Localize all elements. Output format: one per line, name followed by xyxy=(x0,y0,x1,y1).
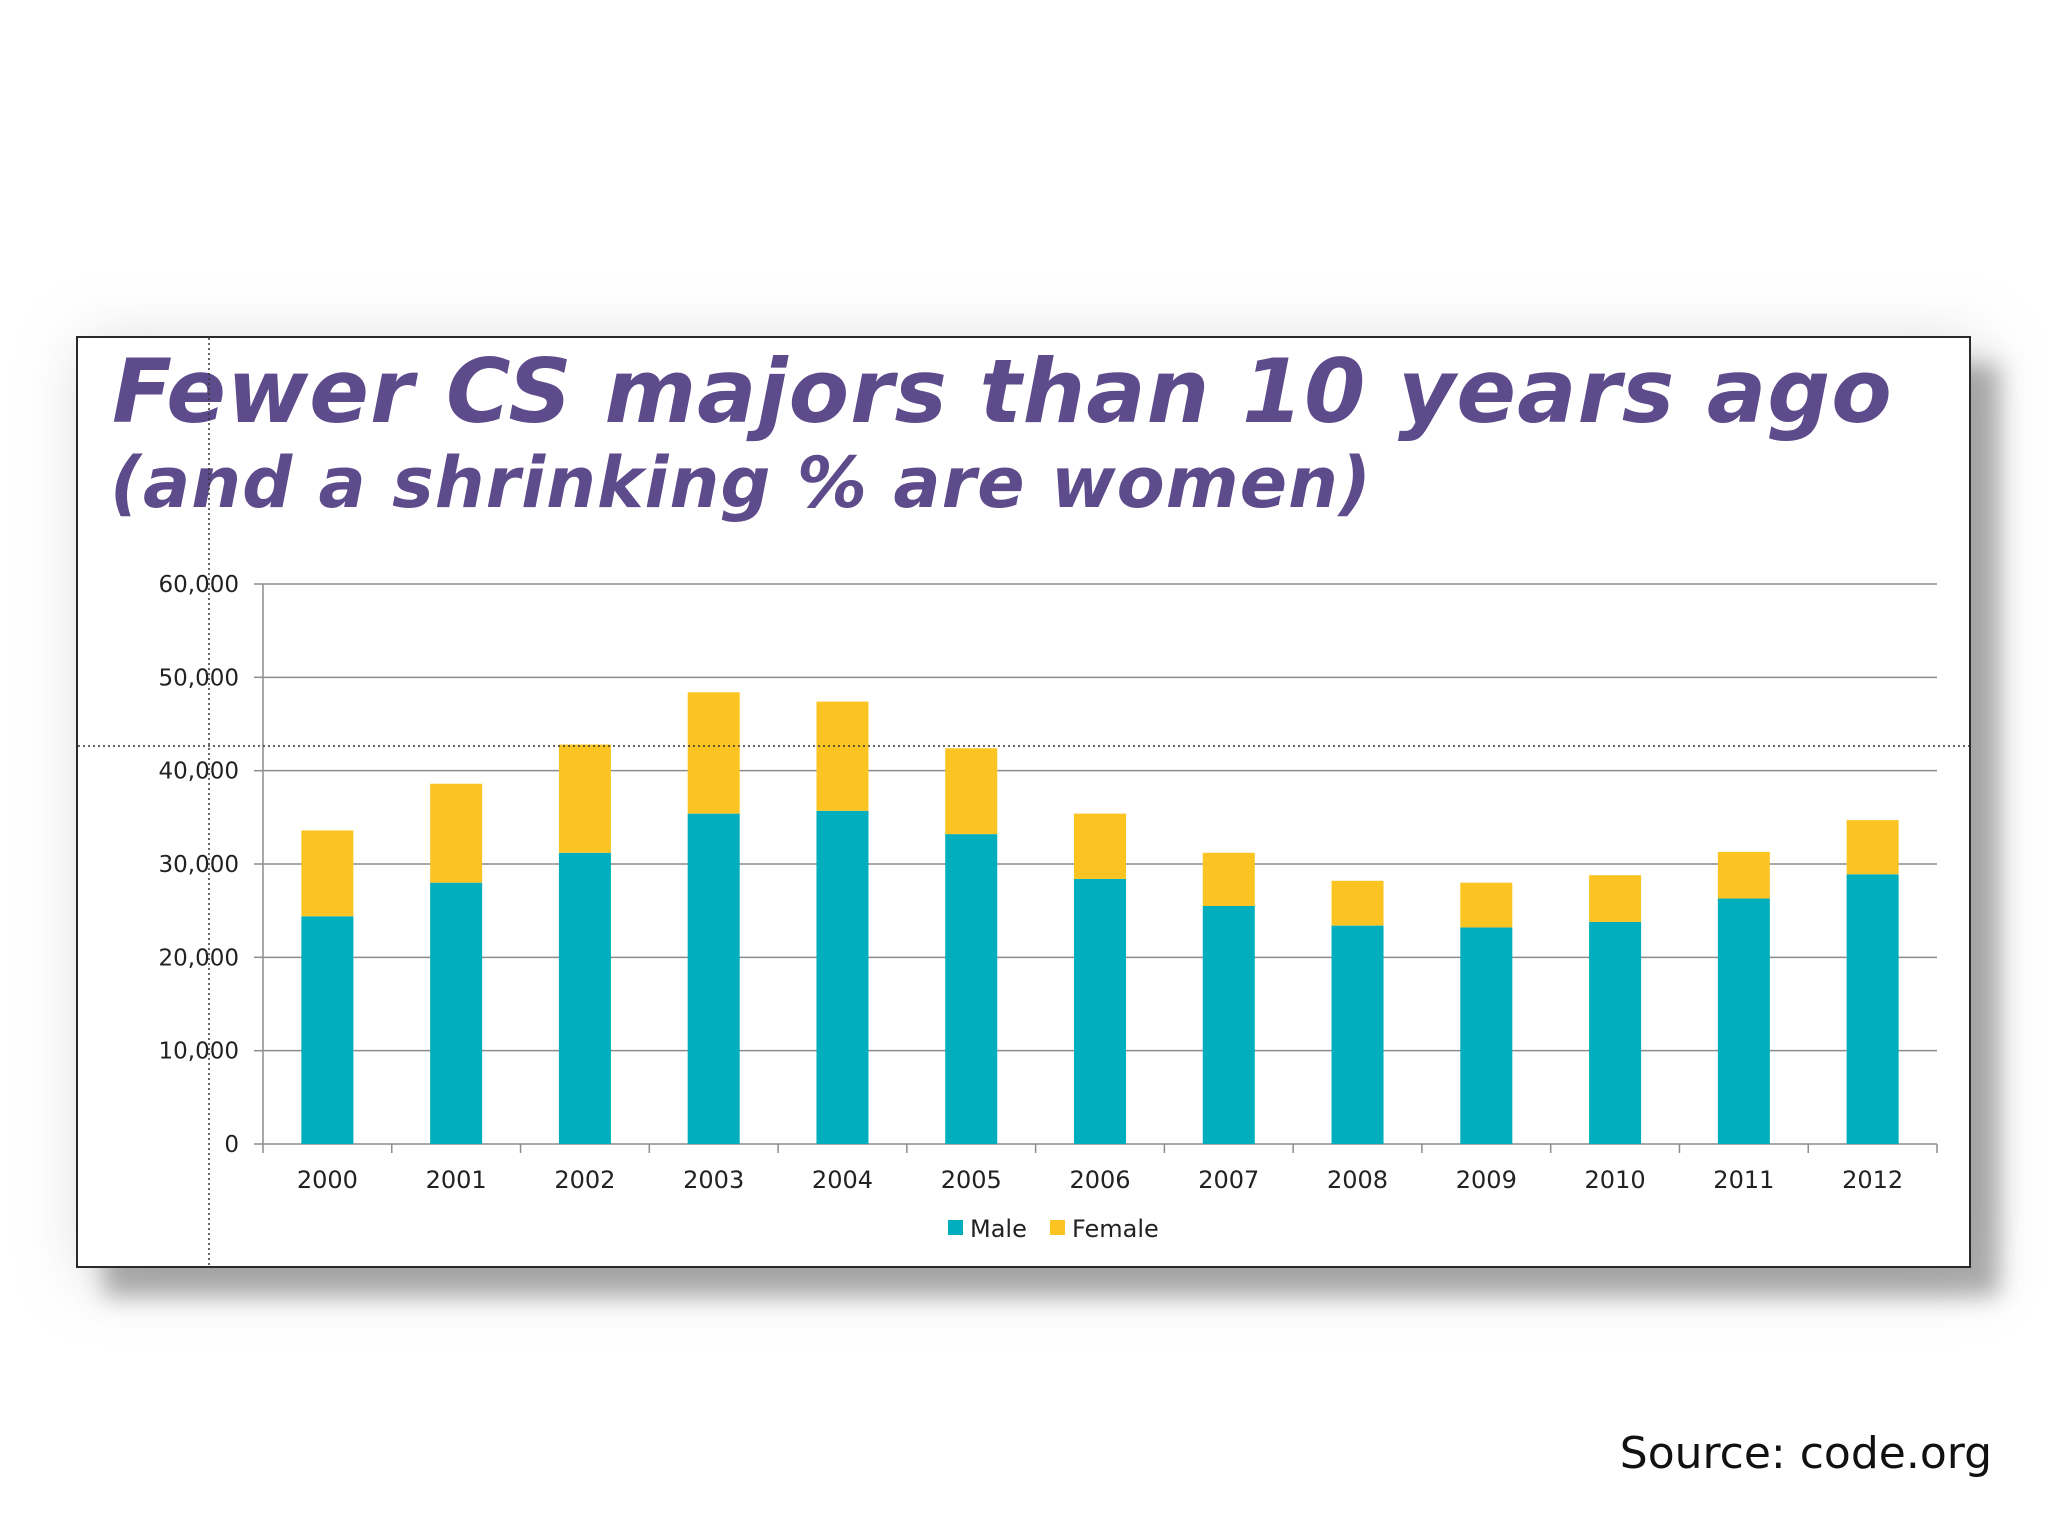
bar-male-2011 xyxy=(1717,898,1770,1144)
x-tick-label: 2006 xyxy=(1069,1166,1130,1194)
x-tick-label: 2002 xyxy=(554,1166,615,1194)
y-tick-label: 50,000 xyxy=(159,665,239,691)
bar-female-2005 xyxy=(945,748,998,835)
x-tick-label: 2011 xyxy=(1713,1166,1774,1194)
bar-male-2010 xyxy=(1589,921,1642,1144)
y-tick-label: 10,000 xyxy=(159,1039,239,1065)
y-tick-label: 20,000 xyxy=(159,945,239,971)
bar-female-2012 xyxy=(1846,820,1899,875)
bar-female-2007 xyxy=(1202,852,1255,906)
bar-female-2001 xyxy=(430,783,483,883)
bar-female-2004 xyxy=(816,701,869,811)
x-tick-label: 2012 xyxy=(1842,1166,1903,1194)
bar-male-2008 xyxy=(1331,925,1384,1144)
bar-male-2000 xyxy=(301,916,354,1144)
bar-male-2006 xyxy=(1074,878,1126,1144)
legend-swatch-female xyxy=(1050,1220,1065,1235)
x-tick-label: 2008 xyxy=(1327,1166,1388,1194)
legend-label-male: Male xyxy=(970,1215,1027,1243)
bar-female-2010 xyxy=(1589,875,1642,922)
x-tick-label: 2005 xyxy=(941,1166,1002,1194)
bar-male-2003 xyxy=(687,813,740,1144)
y-tick-label: 40,000 xyxy=(159,759,239,785)
x-tick-label: 2010 xyxy=(1585,1166,1646,1194)
bar-female-2011 xyxy=(1717,851,1770,899)
bar-female-2006 xyxy=(1074,813,1126,879)
chart-title: Fewer CS majors than 10 years ago xyxy=(112,340,1893,443)
chart-subtitle: (and a shrinking % are women) xyxy=(110,442,1372,524)
bar-female-2002 xyxy=(558,744,611,853)
bar-male-2005 xyxy=(945,834,998,1144)
bar-female-2003 xyxy=(687,692,740,814)
bar-male-2001 xyxy=(430,882,483,1144)
bar-male-2007 xyxy=(1202,906,1255,1144)
y-tick-label: 30,000 xyxy=(159,852,239,878)
bar-female-2009 xyxy=(1460,882,1513,928)
bar-female-2008 xyxy=(1331,880,1384,926)
legend-swatch-male xyxy=(948,1220,963,1235)
bar-male-2012 xyxy=(1846,874,1899,1144)
stacked-bar-chart: 0 10,000 20,000 30,000 40,000 50,000 60,000 200… xyxy=(78,338,1969,1266)
legend-label-female: Female xyxy=(1072,1215,1159,1243)
x-tick-label: 2001 xyxy=(426,1166,487,1194)
x-tick-label: 2004 xyxy=(812,1166,873,1194)
bar-male-2004 xyxy=(816,810,869,1144)
x-tick-label: 2000 xyxy=(297,1166,358,1194)
x-tick-label: 2007 xyxy=(1198,1166,1259,1194)
chart-card: Fewer CS majors than 10 years ago (and a… xyxy=(76,336,1971,1268)
y-tick-label: 60,000 xyxy=(159,572,239,598)
source-caption: Source: code.org xyxy=(1619,1428,1992,1479)
bar-male-2009 xyxy=(1460,927,1513,1144)
bar-male-2002 xyxy=(558,852,611,1144)
x-tick-label: 2009 xyxy=(1456,1166,1517,1194)
y-tick-label: 0 xyxy=(224,1132,239,1158)
x-tick-label: 2003 xyxy=(683,1166,744,1194)
bar-female-2000 xyxy=(301,830,354,917)
